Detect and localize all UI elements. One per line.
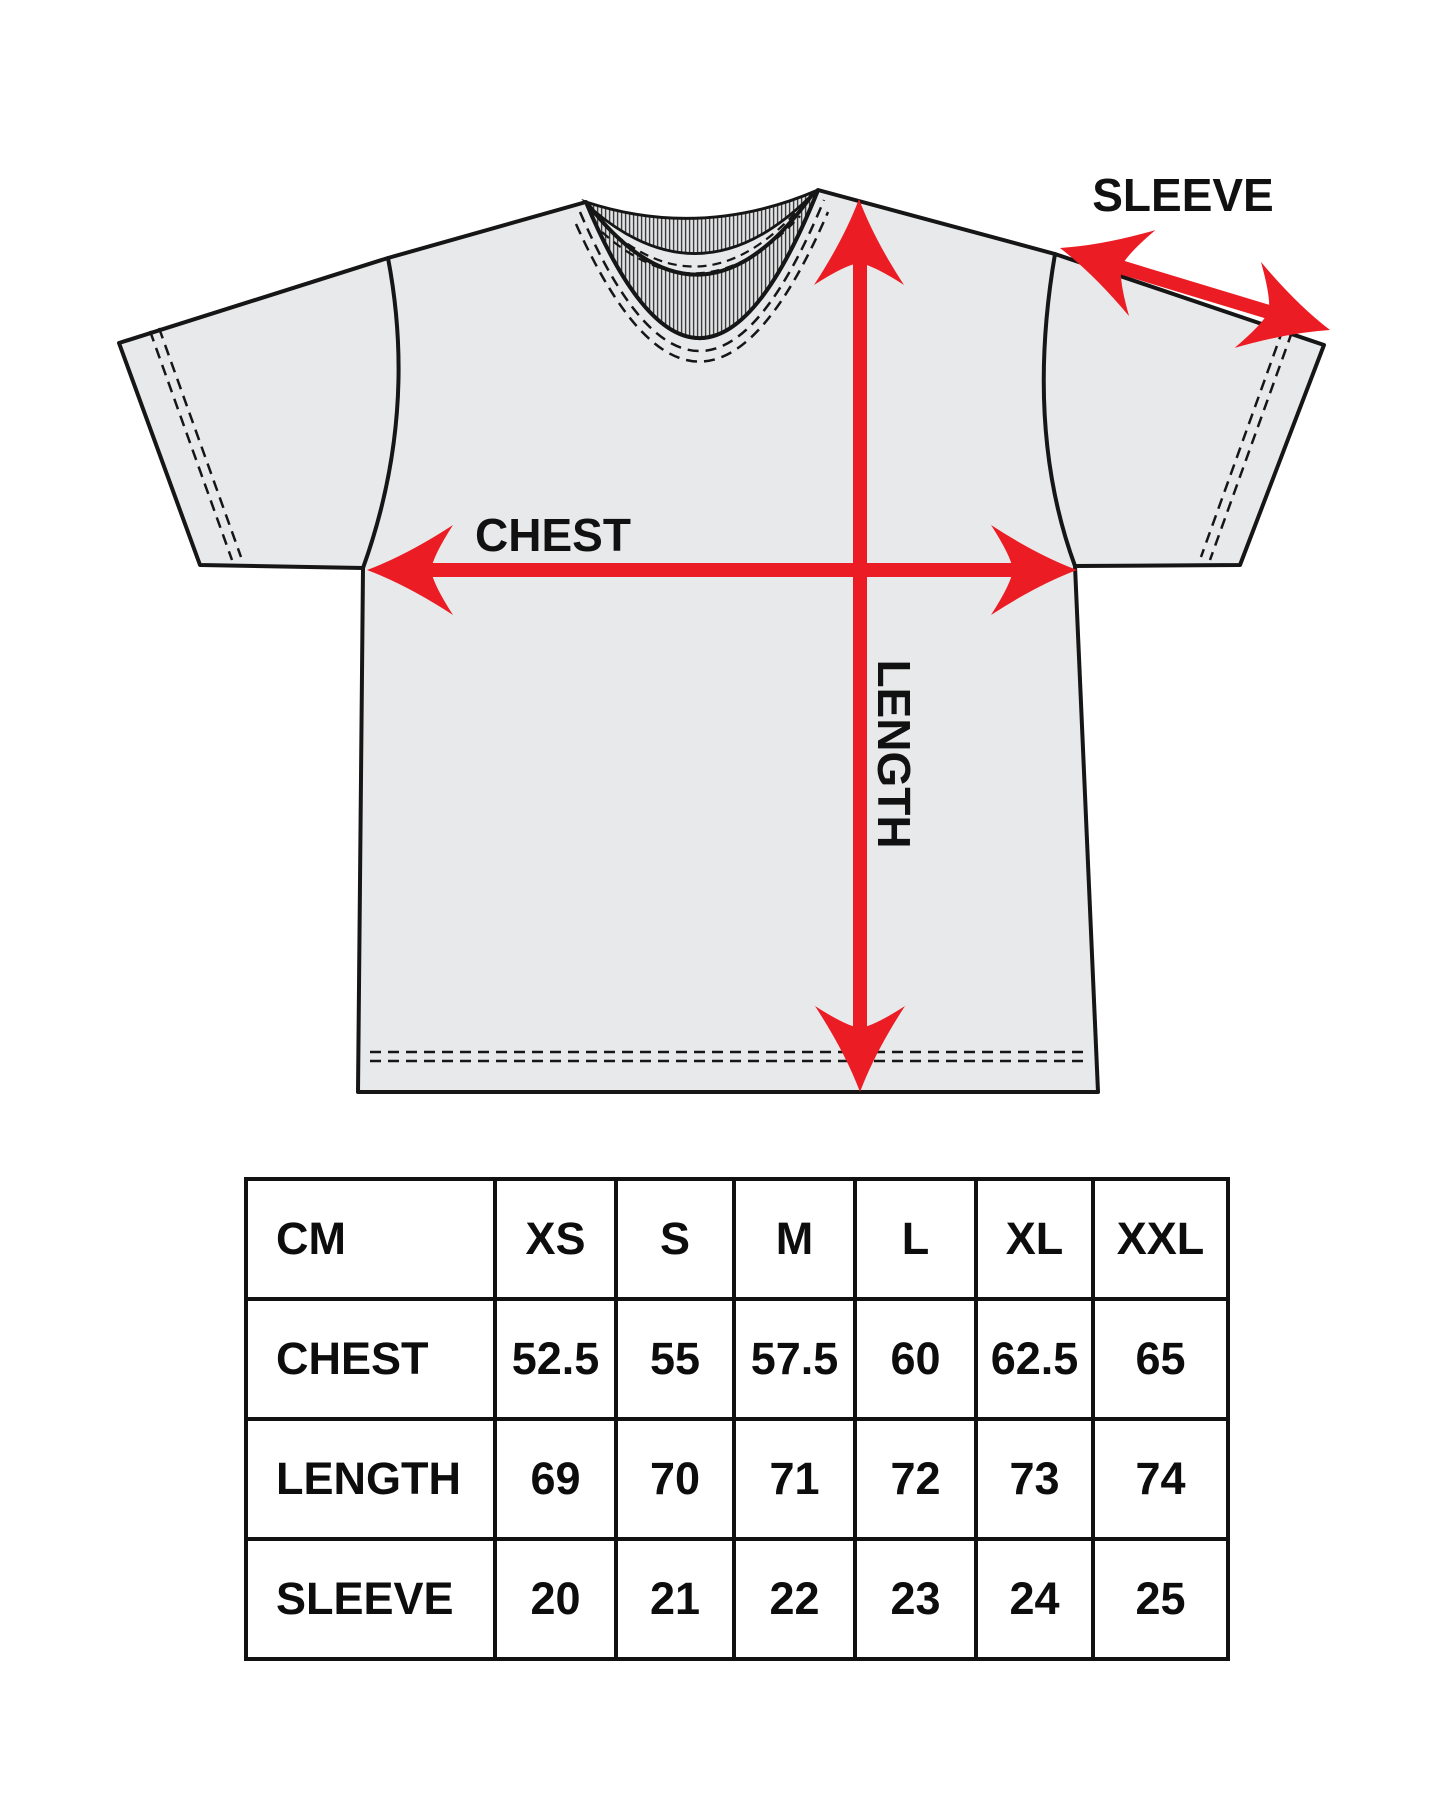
- cell-chest-xs: 52.5: [493, 1297, 618, 1421]
- length-arrow: [814, 199, 905, 1092]
- left-cuff-stitch-1: [148, 330, 234, 561]
- size-table: CM XS S M L XL XXL CHEST 52.5 55 57.5 60 62.5 65 LENGT…: [244, 1177, 1230, 1661]
- row-label-length: LENGTH: [244, 1417, 497, 1541]
- cell-sleeve-m: 22: [732, 1537, 857, 1661]
- cell-chest-m: 57.5: [732, 1297, 857, 1421]
- left-cuff-stitch-2: [157, 327, 243, 558]
- size-table-body: CM XS S M L XL XXL CHEST 52.5 55 57.5 60 62.5 65 LENGT…: [244, 1177, 1230, 1661]
- col-header-l: L: [853, 1177, 978, 1301]
- table-header-row: CM XS S M L XL XXL: [244, 1177, 1230, 1301]
- cell-chest-xxl: 65: [1091, 1297, 1230, 1421]
- collar-outer-stitch-1: [578, 199, 826, 353]
- col-header-xs: XS: [493, 1177, 618, 1301]
- cell-sleeve-xl: 24: [974, 1537, 1095, 1661]
- row-label-chest: CHEST: [244, 1297, 497, 1421]
- row-label-sleeve: SLEEVE: [244, 1537, 497, 1661]
- tshirt-diagram: CHEST SLEEVE LENGTH: [117, 169, 1344, 1094]
- table-row-length: LENGTH 69 70 71 72 73 74: [244, 1417, 1230, 1541]
- cell-chest-s: 55: [614, 1297, 736, 1421]
- cell-sleeve-l: 23: [853, 1537, 978, 1661]
- collar-outer-stitch-2: [574, 211, 830, 363]
- col-header-m: M: [732, 1177, 857, 1301]
- stitching: [148, 199, 1294, 1063]
- chest-arrow: [367, 525, 1077, 615]
- chest-label: CHEST: [475, 509, 631, 561]
- cell-chest-xl: 62.5: [974, 1297, 1095, 1421]
- length-label: LENGTH: [868, 659, 920, 848]
- cell-length-xl: 73: [974, 1417, 1095, 1541]
- table-row-chest: CHEST 52.5 55 57.5 60 62.5 65: [244, 1297, 1230, 1421]
- unit-header-cell: CM: [244, 1177, 497, 1301]
- cell-sleeve-xs: 20: [493, 1537, 618, 1661]
- cell-length-xs: 69: [493, 1417, 618, 1541]
- table-row-sleeve: SLEEVE 20 21 22 23 24 25: [244, 1537, 1230, 1661]
- cell-chest-l: 60: [853, 1297, 978, 1421]
- collar-gap-stitch-1: [603, 209, 799, 268]
- cell-length-l: 72: [853, 1417, 978, 1541]
- measure-arrows: [367, 199, 1344, 1092]
- cell-sleeve-xxl: 25: [1091, 1537, 1230, 1661]
- cell-length-xxl: 74: [1091, 1417, 1230, 1541]
- cell-length-m: 71: [732, 1417, 857, 1541]
- sleeve-label: SLEEVE: [1092, 169, 1274, 221]
- right-cuff-stitch-2: [1199, 328, 1285, 558]
- sleeve-arrow: [1046, 204, 1344, 374]
- cell-sleeve-s: 21: [614, 1537, 736, 1661]
- left-sleeve: [117, 256, 401, 570]
- right-cuff-stitch-1: [1208, 331, 1294, 561]
- col-header-xl: XL: [974, 1177, 1095, 1301]
- col-header-s: S: [614, 1177, 736, 1301]
- col-header-xxl: XXL: [1091, 1177, 1230, 1301]
- collar: [581, 188, 820, 340]
- cell-length-s: 70: [614, 1417, 736, 1541]
- collar-gap-stitch-2: [601, 215, 801, 275]
